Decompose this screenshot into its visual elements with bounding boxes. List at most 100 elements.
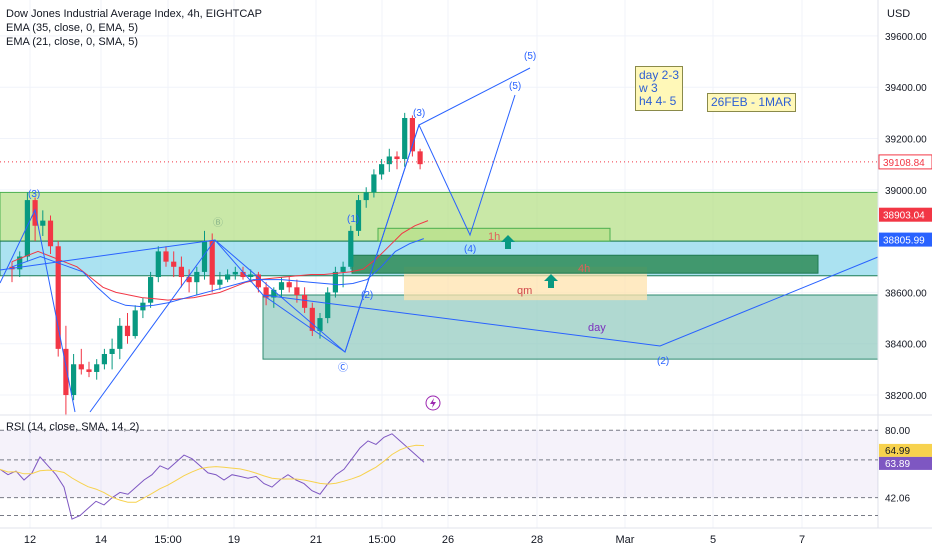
candle-body — [248, 274, 254, 278]
x-tick-label: 19 — [228, 534, 240, 546]
wave-label: (2) — [361, 290, 373, 301]
wave-label: Ⓑ — [213, 217, 223, 229]
x-tick-label: 7 — [799, 534, 805, 546]
candle-body — [217, 279, 223, 285]
candle-body — [132, 310, 138, 337]
x-tick-label: 14 — [95, 534, 107, 546]
candle-body — [101, 354, 107, 365]
candle-body — [379, 164, 385, 175]
rsi-ma-line — [0, 444, 425, 503]
rsi-lower-tag-text: 63.89 — [885, 459, 910, 470]
ema21-tag — [879, 232, 932, 247]
candle-body — [40, 220, 46, 226]
note-line: h4 4- 5 — [639, 94, 677, 108]
ema21-line — [11, 238, 424, 308]
candle-body — [317, 318, 323, 331]
ema35-tag — [879, 207, 932, 222]
x-tick-label: 28 — [531, 534, 543, 546]
wave-label: (2) — [657, 356, 669, 367]
candle-body — [78, 364, 84, 370]
x-tick-label: 15:00 — [154, 534, 182, 546]
x-tick-label: 12 — [24, 534, 36, 546]
y-tick-label: 39600.00 — [885, 32, 927, 43]
candle-body — [124, 325, 131, 337]
zone-label-1h: 1h — [488, 231, 500, 243]
candle-body — [94, 364, 100, 372]
candle-body — [417, 151, 423, 165]
chart-legend: Dow Jones Industrial Average Index, 4h, … — [6, 7, 262, 49]
zone-label-qm: qm — [517, 285, 532, 297]
ema35-tag-text: 38903.04 — [883, 211, 925, 222]
wave-label: (1) — [347, 214, 359, 225]
chart-title: Dow Jones Industrial Average Index, 4h, … — [6, 8, 262, 20]
candle-body — [63, 348, 69, 396]
candle-body — [332, 271, 338, 293]
wave-line — [89, 67, 531, 413]
candle-body — [348, 230, 354, 267]
zone-1h — [377, 227, 611, 242]
lightning-icon — [430, 398, 436, 408]
x-tick-label: 26 — [442, 534, 454, 546]
note-line: 26FEB - 1MAR — [711, 95, 792, 109]
wave-label: (3) — [413, 108, 425, 119]
candle-body — [186, 277, 192, 283]
note-line: w 3 — [639, 81, 658, 95]
y-tick-label: 38600.00 — [885, 288, 927, 299]
candle-body — [171, 261, 177, 267]
note-box-wave-count: day 2-3 w 3 h4 4- 5 — [635, 66, 684, 111]
up-arrow — [544, 274, 558, 288]
candle-body — [309, 307, 315, 331]
x-tick-label: 5 — [710, 534, 716, 546]
candle-body — [286, 282, 292, 288]
candle-body — [394, 156, 400, 160]
candle-body — [109, 348, 115, 354]
candle-body — [17, 256, 23, 270]
wave-label: Ⓒ — [338, 362, 348, 374]
candle-body — [263, 287, 269, 298]
wave-line — [262, 256, 879, 347]
candle-body — [340, 266, 346, 272]
rsi-line — [0, 433, 425, 520]
last-price-tag — [879, 154, 932, 169]
candle-body — [232, 271, 238, 275]
candle-body — [255, 274, 261, 288]
candle-body — [117, 325, 123, 349]
candle-body — [402, 118, 408, 160]
currency-label[interactable]: USD — [887, 8, 911, 20]
candle-body — [24, 200, 30, 257]
price-axis — [878, 0, 932, 528]
candle-body — [278, 282, 285, 290]
wave-label: (3) — [28, 189, 40, 200]
candle-body — [363, 192, 369, 201]
candle-body — [194, 271, 200, 283]
note-box-dates: 26FEB - 1MAR — [707, 93, 796, 112]
candle-body — [148, 277, 154, 303]
rsi-upper-tag — [879, 443, 932, 457]
rsi-lower-tag — [879, 456, 932, 470]
rsi-upper-tag-text: 64.99 — [885, 446, 910, 457]
candle-body — [325, 292, 331, 319]
last-price-tag-text: 39108.84 — [883, 158, 925, 169]
ema21-legend: EMA (21, close, 0, SMA, 5) — [6, 36, 139, 48]
candle-body — [86, 369, 92, 372]
rsi-legend: RSI (14, close, SMA, 14, 2) — [6, 421, 140, 433]
ema35-line — [11, 220, 429, 301]
candle-body — [409, 118, 415, 152]
last-price-tag-border — [878, 154, 932, 170]
y-tick-label: 39400.00 — [885, 83, 927, 94]
zone-day — [262, 294, 879, 360]
wave-label: (5) — [524, 51, 536, 62]
ema21-tag-text: 38805.99 — [883, 236, 925, 247]
candle-body — [155, 251, 161, 278]
y-tick-label: 39200.00 — [885, 135, 927, 146]
candle-body — [386, 156, 392, 165]
y-tick-label: 38400.00 — [885, 340, 927, 351]
candle-body — [355, 200, 362, 231]
candle-body — [201, 241, 208, 272]
up-arrow — [501, 235, 515, 249]
zone-label-4h: 4h — [578, 263, 590, 275]
candle-body — [371, 174, 377, 193]
candle-body — [47, 220, 54, 247]
rsi-tick-label: 80.00 — [885, 426, 910, 437]
